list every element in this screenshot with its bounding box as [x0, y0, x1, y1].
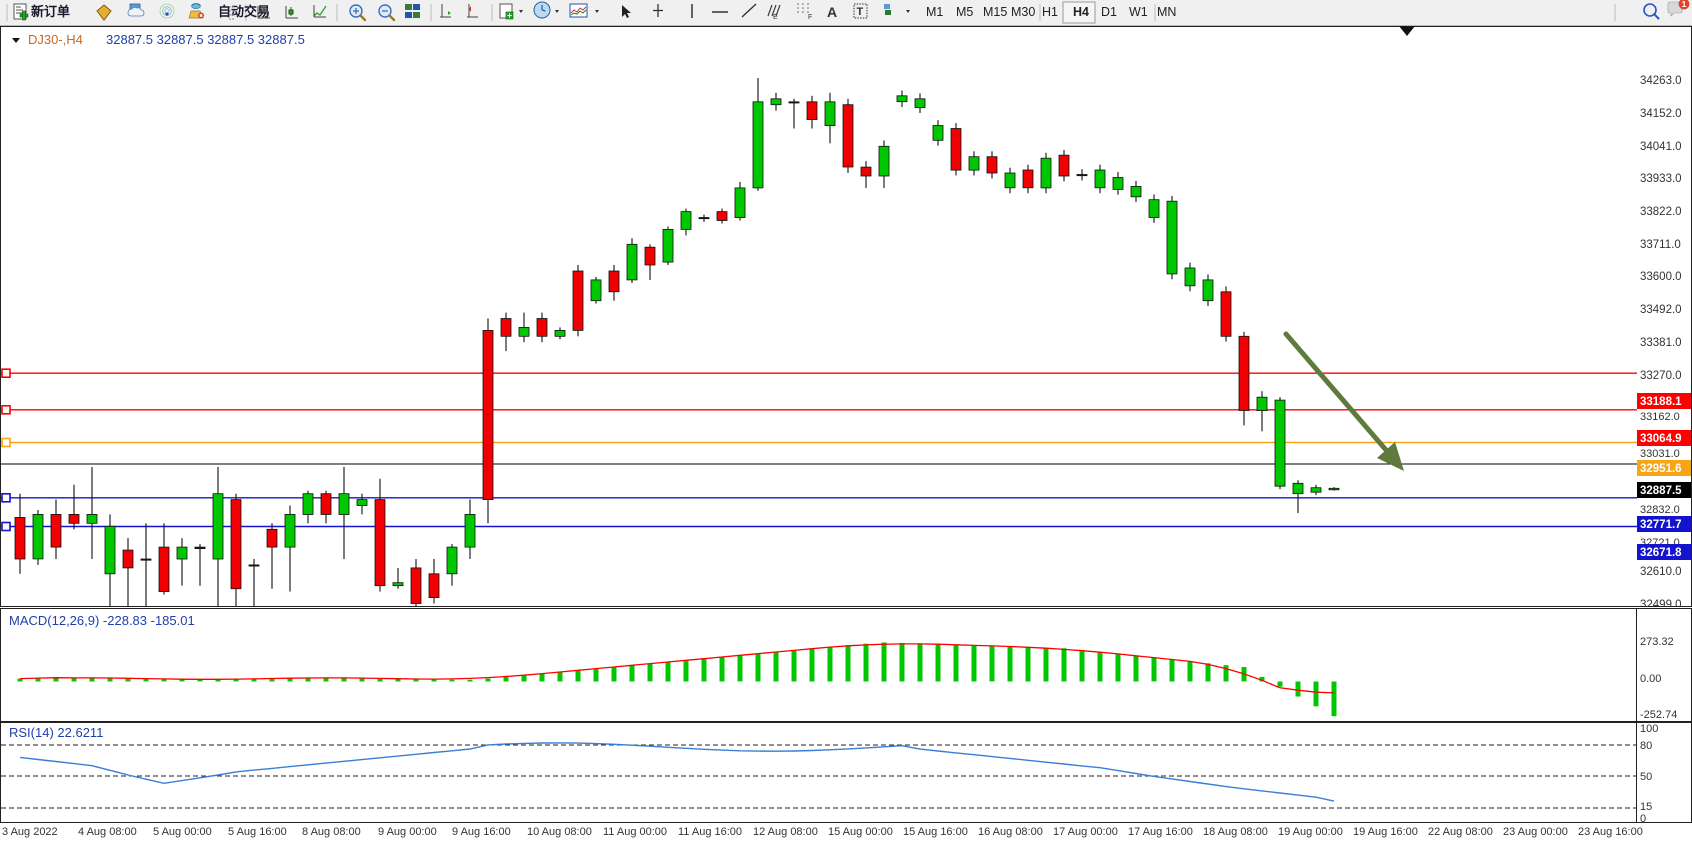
svg-text:新订单: 新订单: [31, 4, 70, 19]
svg-text:23 Aug 00:00: 23 Aug 00:00: [1503, 826, 1568, 838]
svg-text:8 Aug 08:00: 8 Aug 08:00: [302, 826, 361, 838]
svg-text:17 Aug 00:00: 17 Aug 00:00: [1053, 826, 1118, 838]
svg-text:M15: M15: [983, 5, 1007, 19]
svg-text:16 Aug 08:00: 16 Aug 08:00: [978, 826, 1043, 838]
svg-text:100: 100: [1640, 723, 1658, 735]
svg-text:33933.0: 33933.0: [1640, 173, 1682, 185]
svg-text:M30: M30: [1011, 5, 1035, 19]
svg-text:RSI(14) 22.6211: RSI(14) 22.6211: [9, 725, 103, 740]
svg-text:33492.0: 33492.0: [1640, 304, 1682, 316]
svg-text:H4: H4: [1073, 5, 1089, 19]
svg-text:33162.0: 33162.0: [1640, 411, 1680, 423]
svg-text:19 Aug 16:00: 19 Aug 16:00: [1353, 826, 1418, 838]
svg-text:17 Aug 16:00: 17 Aug 16:00: [1128, 826, 1193, 838]
svg-text:32499.0: 32499.0: [1640, 599, 1682, 607]
svg-text:32887.5: 32887.5: [1640, 485, 1682, 497]
svg-text:32832.0: 32832.0: [1640, 504, 1680, 516]
svg-text:9 Aug 16:00: 9 Aug 16:00: [452, 826, 511, 838]
svg-text:E: E: [773, 14, 778, 21]
svg-text:33600.0: 33600.0: [1640, 271, 1682, 283]
svg-text:33188.1: 33188.1: [1640, 396, 1682, 408]
svg-text:34041.0: 34041.0: [1640, 141, 1682, 153]
svg-text:MACD(12,26,9) -228.83 -185.01: MACD(12,26,9) -228.83 -185.01: [9, 613, 195, 628]
svg-text:33711.0: 33711.0: [1640, 239, 1681, 251]
svg-text:11 Aug 00:00: 11 Aug 00:00: [603, 826, 667, 838]
svg-text:H1: H1: [1042, 5, 1058, 19]
svg-text:F: F: [808, 14, 812, 21]
svg-text:0: 0: [1640, 813, 1646, 823]
svg-text:10 Aug 08:00: 10 Aug 08:00: [527, 826, 592, 838]
svg-text:18 Aug 08:00: 18 Aug 08:00: [1203, 826, 1268, 838]
svg-text:32610.0: 32610.0: [1640, 566, 1682, 578]
svg-text:19 Aug 00:00: 19 Aug 00:00: [1278, 826, 1343, 838]
svg-text:34263.0: 34263.0: [1640, 75, 1682, 87]
svg-text:34152.0: 34152.0: [1640, 108, 1682, 120]
svg-text:11 Aug 16:00: 11 Aug 16:00: [678, 826, 742, 838]
svg-text:D1: D1: [1101, 5, 1117, 19]
svg-text:32951.6: 32951.6: [1640, 463, 1682, 475]
svg-text:MN: MN: [1157, 5, 1176, 19]
svg-text:23 Aug 16:00: 23 Aug 16:00: [1578, 826, 1643, 838]
svg-text:80: 80: [1640, 740, 1652, 752]
svg-text:M5: M5: [956, 5, 973, 19]
svg-text:15 Aug 16:00: 15 Aug 16:00: [903, 826, 968, 838]
svg-text:0.00: 0.00: [1640, 673, 1661, 685]
svg-text:33064.9: 33064.9: [1640, 433, 1682, 445]
svg-text:32771.7: 32771.7: [1640, 519, 1682, 531]
svg-text:5 Aug 16:00: 5 Aug 16:00: [228, 826, 287, 838]
svg-text:32887.5 32887.5 32887.5 32887.: 32887.5 32887.5 32887.5 32887.5: [106, 32, 305, 47]
svg-text:-252.74: -252.74: [1640, 709, 1677, 721]
svg-text:12 Aug 08:00: 12 Aug 08:00: [753, 826, 818, 838]
svg-text:9 Aug 00:00: 9 Aug 00:00: [378, 826, 437, 838]
svg-text:M1: M1: [926, 5, 943, 19]
svg-text:33381.0: 33381.0: [1640, 337, 1682, 349]
svg-text:4 Aug 08:00: 4 Aug 08:00: [78, 826, 137, 838]
svg-text:33031.0: 33031.0: [1640, 448, 1680, 460]
svg-text:3 Aug 2022: 3 Aug 2022: [2, 826, 58, 838]
svg-text:50: 50: [1640, 771, 1652, 783]
svg-text:1: 1: [1682, 0, 1687, 9]
svg-text:DJ30-,H4: DJ30-,H4: [28, 32, 83, 47]
svg-text:22 Aug 08:00: 22 Aug 08:00: [1428, 826, 1493, 838]
svg-text:自动交易: 自动交易: [218, 4, 270, 19]
svg-text:273.32: 273.32: [1640, 636, 1674, 648]
svg-text:15: 15: [1640, 801, 1652, 813]
svg-text:32671.8: 32671.8: [1640, 547, 1682, 559]
svg-text:33270.0: 33270.0: [1640, 370, 1682, 382]
svg-text:15 Aug 00:00: 15 Aug 00:00: [828, 826, 893, 838]
svg-text:A: A: [827, 4, 837, 20]
svg-text:5 Aug 00:00: 5 Aug 00:00: [153, 826, 212, 838]
svg-text:T: T: [857, 6, 864, 18]
svg-text:33822.0: 33822.0: [1640, 206, 1682, 218]
svg-text:W1: W1: [1129, 5, 1148, 19]
